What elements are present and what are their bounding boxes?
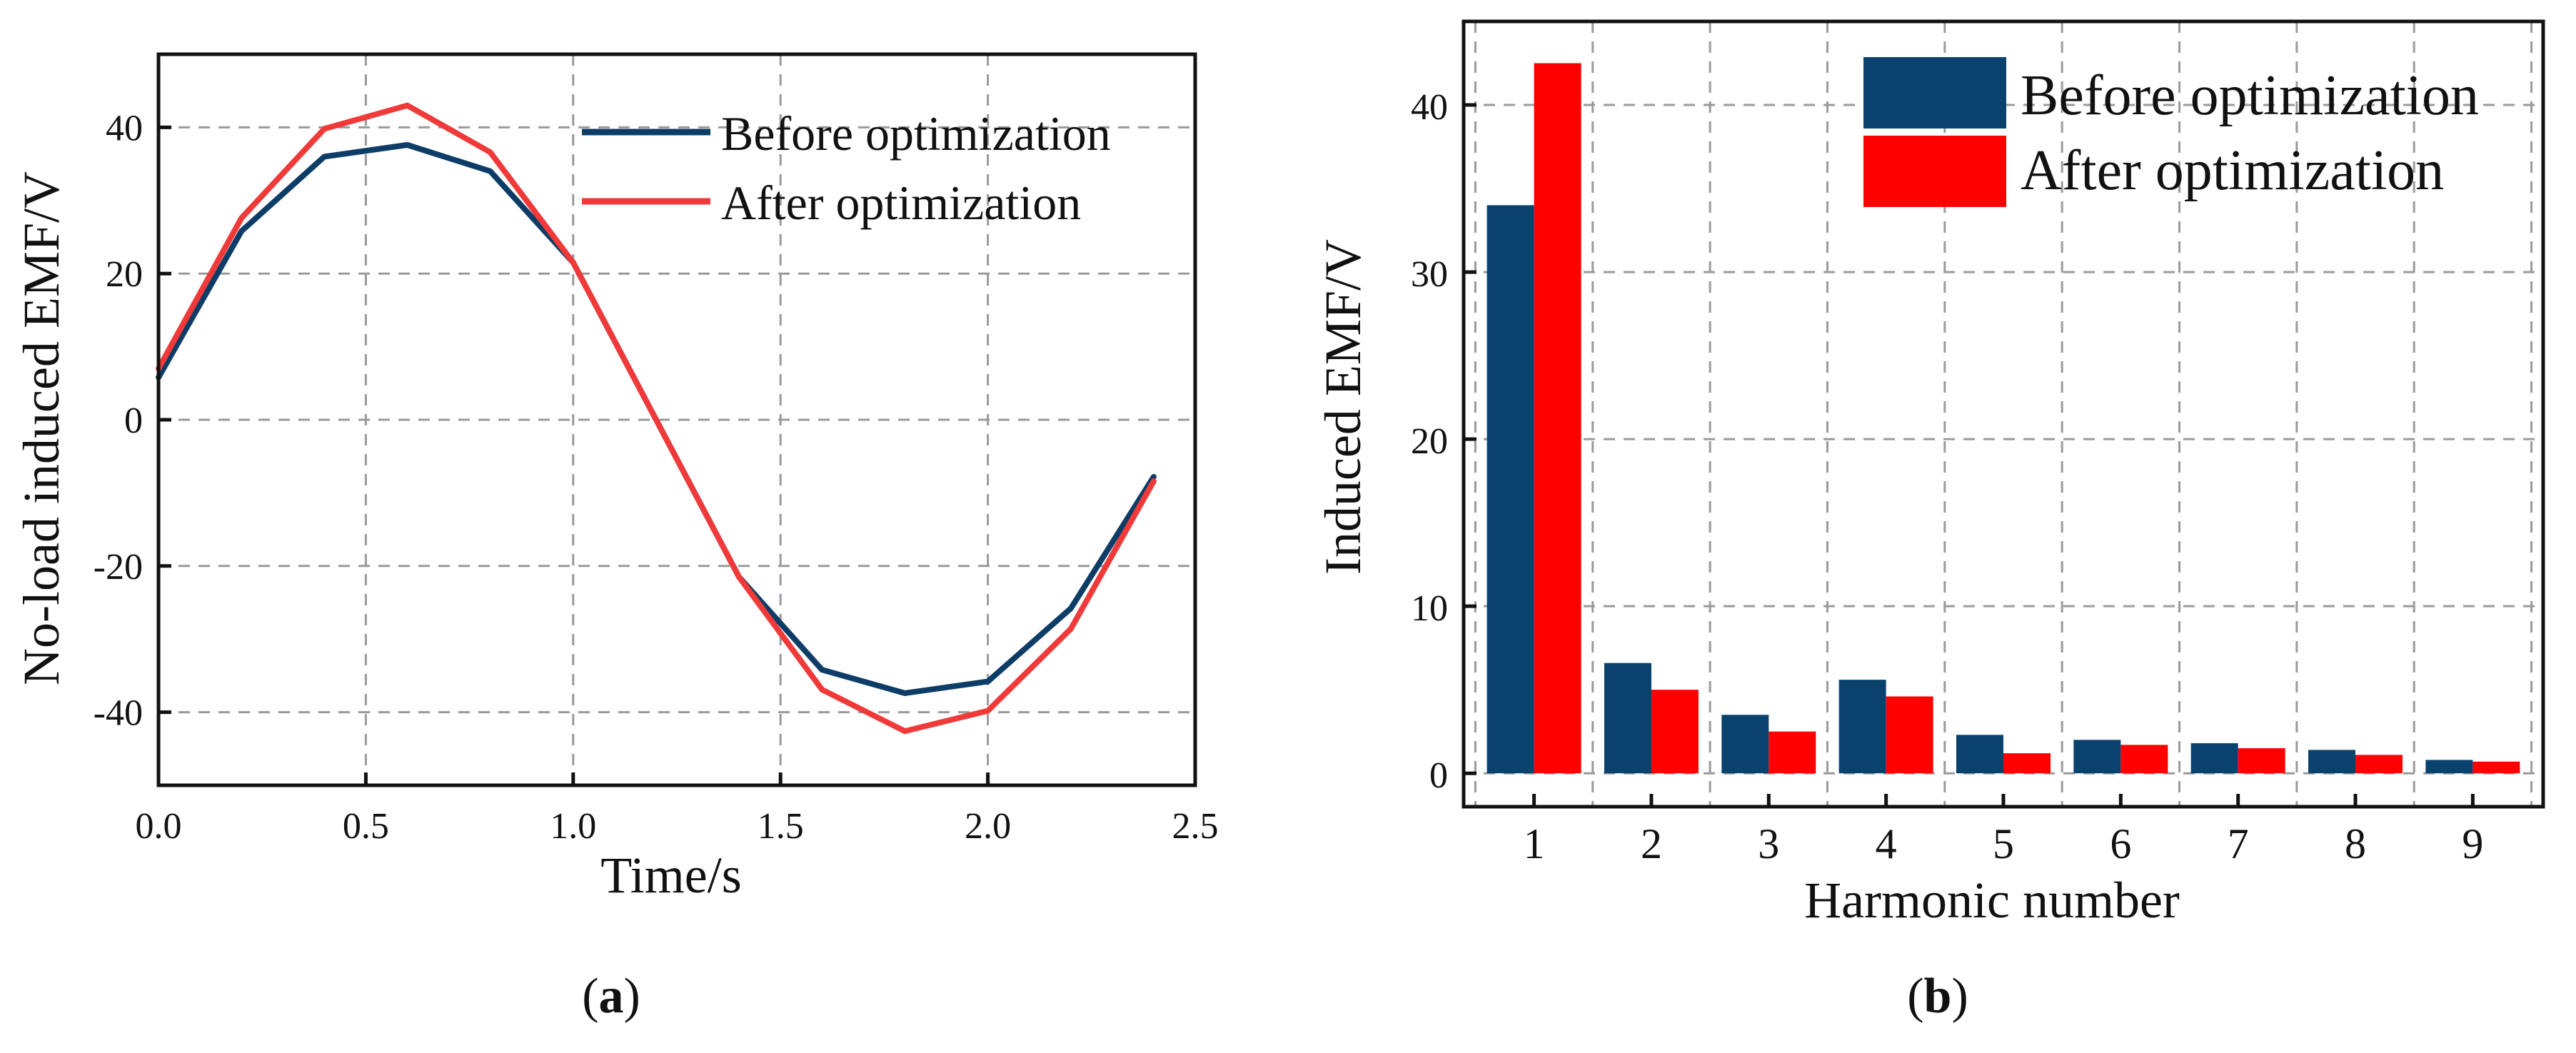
chart-a-gridlines	[159, 54, 1195, 785]
chart-a-x-tick-label: 0.5	[343, 806, 389, 847]
chart-b-legend-swatch-after	[1863, 136, 2006, 207]
chart-b-bar-before	[1721, 715, 1769, 774]
chart-a-x-tick-label: 2.5	[1172, 806, 1219, 847]
chart-b-bar-after	[2238, 748, 2285, 774]
chart-b-bar-after	[2003, 753, 2051, 774]
chart-a-y-tick-label: -20	[94, 547, 143, 588]
chart-b-legend-swatch-before	[1863, 57, 2006, 129]
chart-a-x-tick-label: 0.0	[136, 806, 182, 847]
chart-a-caption-letter: a	[599, 969, 624, 1024]
chart-a-x-tick-label: 1.5	[758, 806, 804, 847]
chart-b-bar-after	[1651, 690, 1699, 774]
chart-b-bar-after	[2472, 761, 2520, 774]
chart-b-x-tick-label: 2	[1641, 820, 1662, 867]
chart-b-legend: Before optimization After optimization	[1863, 57, 2479, 207]
chart-b-bar-before	[1604, 662, 1651, 774]
chart-b-caption: (b)	[1907, 969, 1968, 1024]
chart-b-x-tick-label: 8	[2345, 820, 2366, 867]
chart-a-y-tick-label: 40	[106, 108, 143, 148]
chart-b-y-axis-title: Induced EMF/V	[1314, 239, 1372, 575]
chart-b-caption-letter: b	[1924, 969, 1952, 1024]
chart-b-y-tick-label: 10	[1411, 588, 1448, 629]
chart-b-y-tick-label: 30	[1411, 254, 1448, 295]
chart-b-y-tick-label: 20	[1411, 421, 1448, 462]
chart-b-bar-before	[2308, 750, 2356, 774]
chart-b-ticks: 0 10 20 30 40 1 2 3 4 5 6 7 8 9	[1411, 87, 2483, 867]
chart-b-bar-before	[2425, 760, 2473, 774]
chart-a-legend-label-after: After optimization	[721, 176, 1081, 230]
chart-b-bar-before	[2073, 740, 2121, 774]
chart-b-y-tick-label: 40	[1411, 87, 1448, 128]
chart-b-x-tick-label: 3	[1758, 820, 1779, 867]
chart-b-bars	[1486, 63, 2520, 774]
chart-b-legend-label-after: After optimization	[2021, 139, 2444, 202]
chart-b-x-tick-label: 4	[1876, 820, 1897, 867]
chart-b-bar-before	[1956, 735, 2003, 774]
chart-b-bar-before	[1486, 205, 1534, 774]
chart-a-ticks: 0.0 0.5 1.0 1.5 2.0 2.5 -40 -20 0 20 40	[94, 108, 1219, 847]
chart-a-legend-label-before: Before optimization	[721, 106, 1111, 161]
chart-a-x-axis-title: Time/s	[600, 847, 741, 904]
chart-a-lines	[156, 102, 1157, 735]
chart-b-bar-before	[2190, 743, 2238, 774]
chart-b-x-axis-title: Harmonic number	[1804, 872, 2180, 929]
chart-b-x-tick-label: 6	[2110, 820, 2131, 867]
chart-b-bar-after	[2120, 745, 2168, 774]
chart-a: 0.0 0.5 1.0 1.5 2.0 2.5 -40 -20 0 20 40 Time/s No-…	[13, 52, 1219, 1024]
chart-a-x-tick-label: 2.0	[965, 806, 1011, 847]
chart-b-x-tick-label: 7	[2228, 820, 2249, 867]
chart-b-x-tick-label: 5	[1993, 820, 2014, 867]
chart-a-y-tick-label: 20	[106, 254, 143, 295]
chart-b-bar-after	[1769, 731, 1816, 774]
chart-a-y-tick-label: 0	[124, 400, 143, 441]
chart-a-line-after	[156, 102, 1157, 735]
chart-b-legend-label-before: Before optimization	[2021, 64, 2479, 127]
chart-a-y-axis-title: No-load induced EMF/V	[13, 171, 70, 685]
chart-a-x-tick-label: 1.0	[550, 806, 596, 847]
chart-b: 0 10 20 30 40 1 2 3 4 5 6 7 8 9 Harmonic number Induc…	[1314, 19, 2545, 1024]
chart-b-x-tick-label: 1	[1524, 820, 1545, 867]
chart-b-bar-after	[1886, 696, 1933, 774]
chart-b-bar-before	[1838, 680, 1886, 774]
chart-b-bar-after	[1534, 63, 1581, 774]
chart-b-x-tick-label: 9	[2462, 820, 2483, 867]
chart-a-y-tick-label: -40	[94, 693, 143, 734]
chart-b-bar-after	[2355, 755, 2403, 774]
chart-a-caption: (a)	[582, 969, 640, 1024]
chart-b-y-tick-label: 0	[1429, 755, 1448, 796]
chart-a-legend: Before optimization After optimization	[582, 106, 1111, 230]
